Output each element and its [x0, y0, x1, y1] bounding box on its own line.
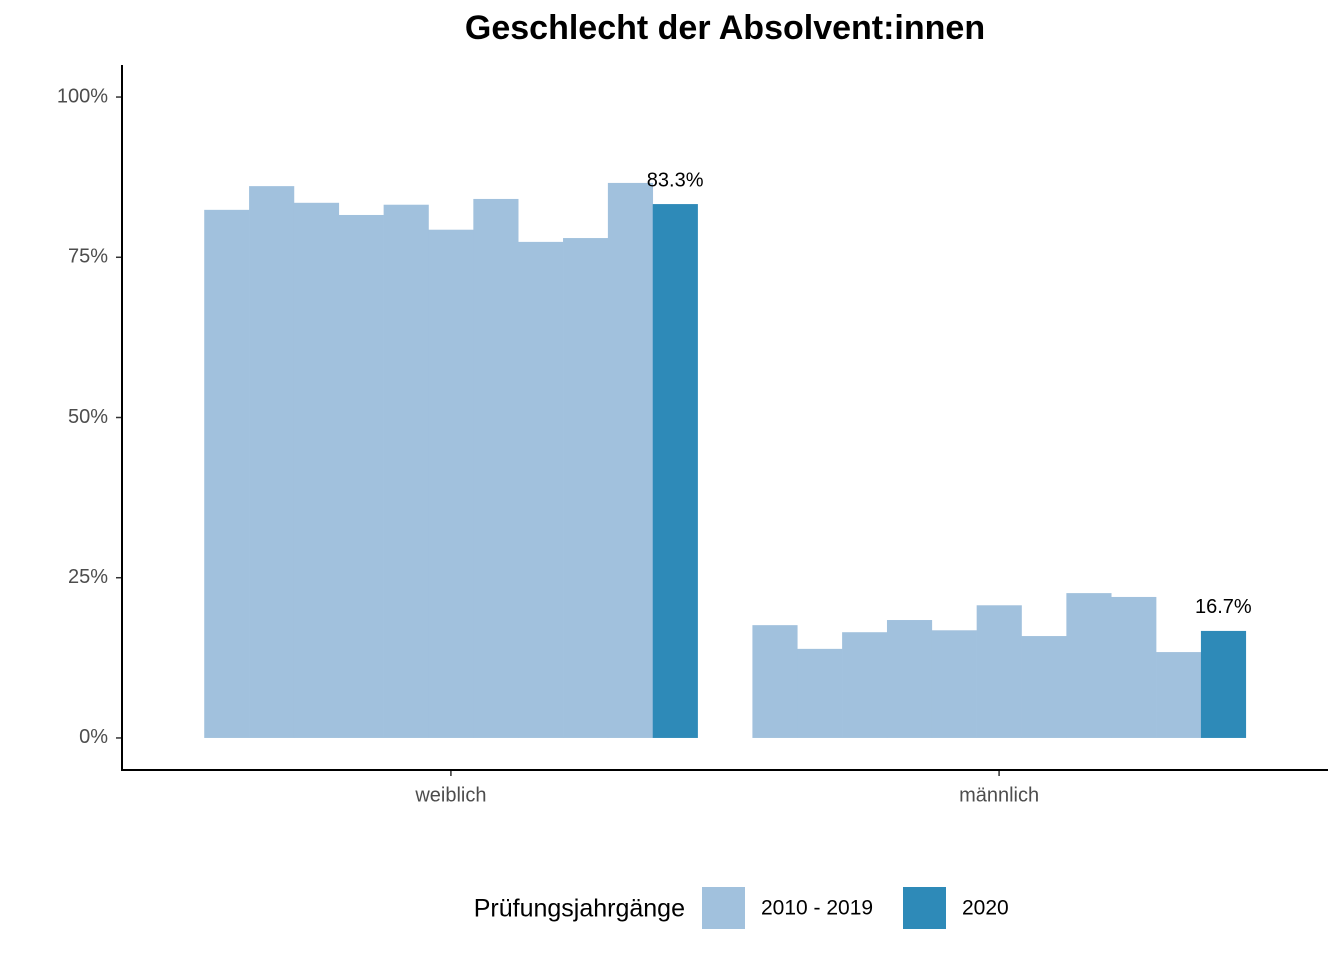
y-tick-label: 100%: [57, 85, 108, 107]
bar: [976, 605, 1022, 738]
bar: [886, 620, 933, 738]
bar: [1021, 636, 1067, 738]
bar: [607, 182, 654, 738]
bar: [1200, 630, 1247, 738]
bar: [652, 204, 698, 738]
bar: [204, 209, 250, 738]
chart-title: Geschlecht der Absolvent:innen: [465, 9, 985, 47]
bar: [563, 238, 609, 738]
y-tick-label: 25%: [68, 566, 108, 588]
legend-swatch: [702, 887, 745, 929]
y-tick-label: 50%: [68, 406, 108, 428]
bar: [473, 198, 519, 738]
bar: [752, 625, 798, 738]
x-tick-label: weiblich: [414, 784, 486, 806]
bar: [383, 204, 429, 738]
bar: [1066, 593, 1112, 738]
legend-label: 2020: [962, 897, 1009, 920]
bar: [842, 632, 888, 738]
value-label: 16.7%: [1195, 596, 1252, 618]
bar: [1156, 652, 1202, 738]
legend-swatch: [903, 887, 946, 929]
y-tick-label: 0%: [79, 726, 108, 748]
y-tick-label: 75%: [68, 246, 108, 268]
bar: [428, 229, 474, 738]
bar: [293, 202, 340, 738]
bar: [518, 241, 564, 738]
bar: [249, 186, 295, 738]
legend-label: 2010 - 2019: [761, 897, 873, 920]
x-tick-label: männlich: [959, 784, 1039, 806]
legend-title: Prüfungsjahrgänge: [474, 895, 685, 923]
bar: [931, 630, 977, 738]
bar: [797, 648, 843, 738]
value-label: 83.3%: [647, 169, 704, 191]
bar: [1111, 596, 1157, 738]
bar: [338, 214, 384, 738]
